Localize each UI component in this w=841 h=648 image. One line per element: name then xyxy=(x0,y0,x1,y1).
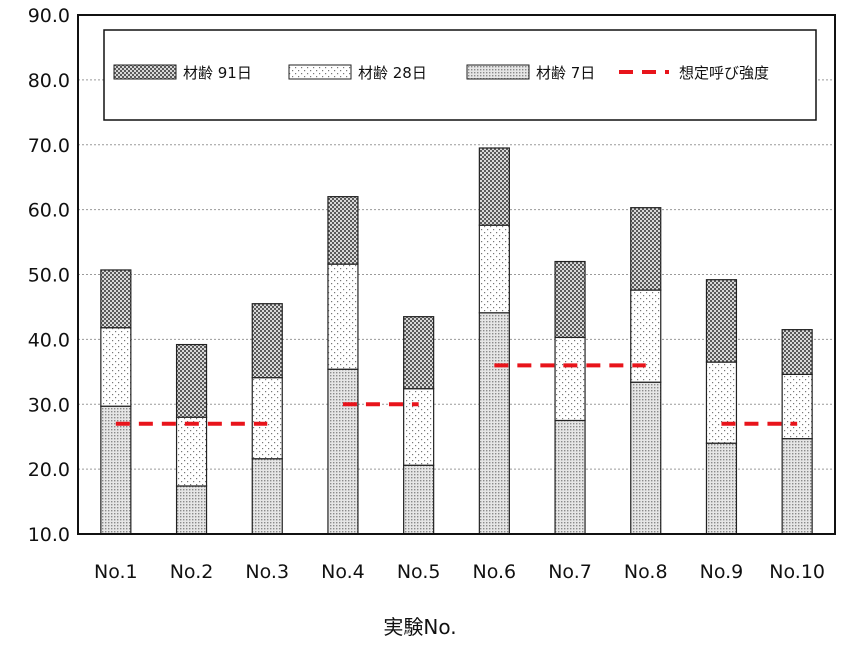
reference-lines xyxy=(115,363,798,426)
y-tick-label: 30.0 xyxy=(28,394,70,416)
legend-swatch-white-dots xyxy=(288,64,352,80)
x-tick-label: No.1 xyxy=(94,561,138,583)
x-tick-label: No.5 xyxy=(397,561,441,583)
bar-segment-no2-s1 xyxy=(175,416,208,487)
bar-segment-no8-s0 xyxy=(630,381,662,535)
x-tick-label: No.3 xyxy=(245,561,289,583)
legend-label: 材齢 91日 xyxy=(183,64,252,82)
x-axis-title: 実験No. xyxy=(383,615,456,639)
bar-segment-no9-s1 xyxy=(705,361,738,444)
bar-segment-no1-s1 xyxy=(100,327,132,407)
legend-label: 材齢 7日 xyxy=(536,64,595,82)
y-tick-label: 90.0 xyxy=(28,5,70,27)
bar-segment-no10-s1 xyxy=(781,373,813,440)
legend-label: 想定呼び強度 xyxy=(679,64,769,82)
y-tick-label: 20.0 xyxy=(28,459,70,481)
legend-swatch-fine-dots xyxy=(466,64,530,80)
bar-segment-no6-s1 xyxy=(478,224,510,314)
bar-segment-no1-s2 xyxy=(100,269,132,329)
y-tick-label: 70.0 xyxy=(28,135,70,157)
bar-segment-no7-s0 xyxy=(554,419,586,535)
x-tick-label: No.6 xyxy=(473,561,517,583)
y-tick-label: 80.0 xyxy=(28,70,70,92)
bar-segment-no4-s1 xyxy=(327,263,359,370)
bar-segment-no4-s0 xyxy=(327,368,359,535)
bars-group xyxy=(100,147,813,535)
x-tick-label: No.7 xyxy=(548,561,592,583)
bar-segment-no3-s0 xyxy=(251,458,283,535)
y-tick-label: 60.0 xyxy=(28,200,70,222)
bar-segment-no3-s1 xyxy=(251,377,283,460)
x-tick-label: No.10 xyxy=(769,561,825,583)
x-axis-ticks: No.1 No.2 No.3 No.4 No.5 No.6 No.7 No.8 No.9 No.1… xyxy=(94,561,825,583)
legend: 材齢 91日 材齢 28日 材齢 7日 想定呼び強度 xyxy=(103,29,817,121)
bar-segment-no2-s2 xyxy=(175,343,208,418)
bar-segment-no1-s0 xyxy=(100,405,132,535)
x-tick-label: No.9 xyxy=(700,561,744,583)
y-tick-label: 40.0 xyxy=(28,329,70,351)
plot-area-frame xyxy=(77,14,836,535)
bar-segment-no6-s0 xyxy=(478,312,510,535)
x-tick-label: No.8 xyxy=(624,561,668,583)
x-tick-label: No.4 xyxy=(321,561,365,583)
y-axis-ticks: 10.0 20.0 30.0 40.0 50.0 60.0 70.0 80.0 90.0 xyxy=(28,5,70,546)
bar-segment-no6-s2 xyxy=(478,147,510,226)
bar-segment-no9-s0 xyxy=(705,442,738,535)
bar-segment-no5-s2 xyxy=(403,316,435,390)
bar-segment-no8-s1 xyxy=(630,289,662,383)
legend-box xyxy=(103,29,817,121)
bar-segment-no5-s1 xyxy=(403,388,435,466)
bar-segment-no5-s0 xyxy=(403,464,435,535)
y-tick-label: 50.0 xyxy=(28,265,70,287)
y-tick-label: 10.0 xyxy=(28,524,70,546)
bar-segment-no10-s2 xyxy=(781,329,813,376)
bar-segment-no4-s2 xyxy=(327,196,359,265)
bar-segment-no9-s2 xyxy=(705,279,738,363)
legend-swatch-checker xyxy=(113,64,177,80)
bar-segment-no7-s2 xyxy=(554,260,586,339)
bar-segment-no10-s0 xyxy=(781,438,813,535)
bar-segment-no2-s0 xyxy=(175,485,208,535)
x-tick-label: No.2 xyxy=(170,561,214,583)
bar-segment-no7-s1 xyxy=(554,336,586,422)
bar-segment-no8-s2 xyxy=(630,207,662,291)
bar-segment-no3-s2 xyxy=(251,303,283,379)
legend-label: 材齢 28日 xyxy=(358,64,427,82)
